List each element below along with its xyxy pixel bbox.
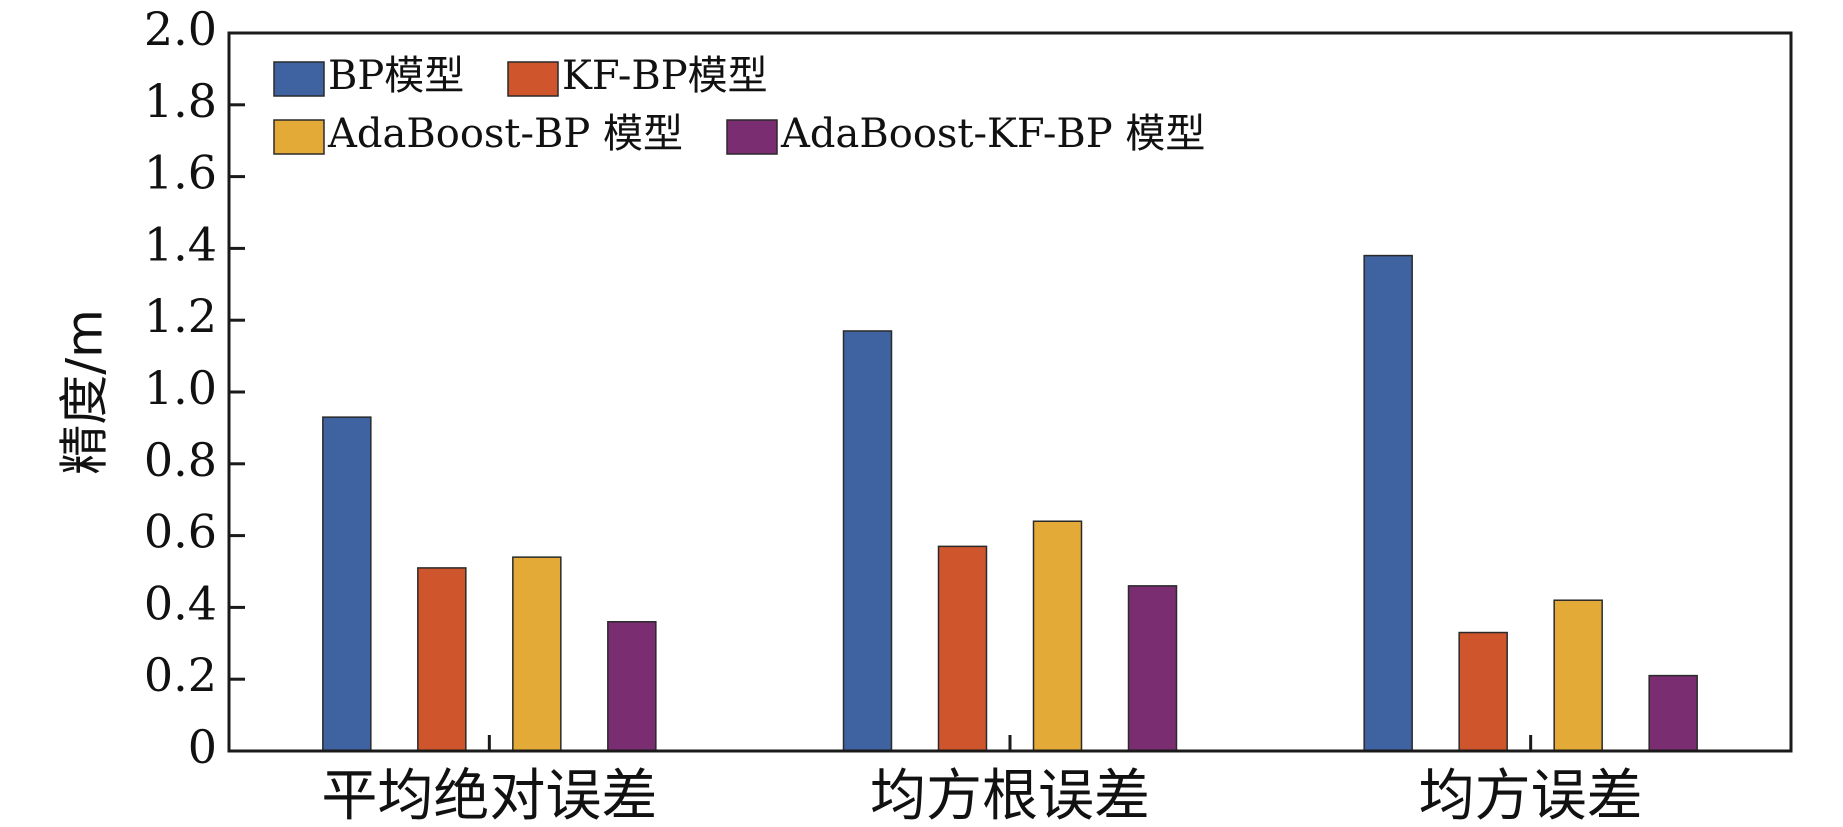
bar-series-4-category-2 [1127, 585, 1178, 752]
x-axis: 平均绝对误差 均方根误差 均方误差 [321, 735, 1643, 827]
y-tick-label: 1.6 [144, 146, 217, 200]
legend-swatch-2 [507, 61, 559, 97]
y-tick-label: 0 [188, 720, 217, 774]
y-tick-label: 0.2 [144, 648, 217, 702]
legend: BP模型 KF-BP模型 AdaBoost-BP 模型 AdaBoost-KF-BP … [273, 53, 1205, 157]
bar-series-2-category-2 [937, 545, 988, 752]
legend-label-3: AdaBoost-BP 模型 [327, 111, 683, 157]
bar-series-4-category-1 [607, 621, 657, 752]
legend-label-1: BP模型 [328, 53, 464, 99]
legend-swatch-1 [273, 61, 325, 97]
y-tick-label: 1.2 [144, 289, 217, 343]
legend-label-2: KF-BP模型 [562, 53, 768, 99]
y-tick-label: 0.4 [144, 576, 217, 630]
bar-series-1-category-2 [842, 330, 893, 752]
y-tick-label: 0.8 [144, 433, 217, 487]
bar-series-1-category-3 [1363, 254, 1413, 752]
y-axis-title: 精度/m [56, 309, 114, 475]
bar-series-1-category-1 [322, 416, 372, 752]
y-tick-label: 2.0 [144, 2, 217, 56]
bars-layer [322, 254, 1698, 752]
y-tick-label: 1.0 [144, 361, 217, 415]
bar-series-2-category-3 [1458, 631, 1508, 752]
legend-label-4: AdaBoost-KF-BP 模型 [780, 111, 1205, 157]
x-category-label: 均方误差 [1419, 764, 1643, 827]
x-category-label: 平均绝对误差 [321, 764, 657, 827]
legend-swatch-3 [273, 119, 325, 155]
y-tick-label: 1.4 [144, 217, 217, 271]
bar-series-4-category-3 [1648, 674, 1698, 752]
bar-series-3-category-3 [1553, 599, 1603, 752]
y-tick-label: 1.8 [144, 74, 217, 128]
x-category-label: 均方根误差 [870, 764, 1150, 827]
y-tick-label: 0.6 [144, 505, 217, 559]
y-axis: 0 0.2 0.4 0.6 0.8 1.0 1.2 1.4 1.6 1.8 2.0 [144, 2, 245, 774]
bar-series-3-category-1 [512, 556, 562, 752]
legend-swatch-4 [726, 119, 778, 155]
bar-series-3-category-2 [1032, 520, 1083, 752]
bar-series-2-category-1 [417, 567, 467, 752]
